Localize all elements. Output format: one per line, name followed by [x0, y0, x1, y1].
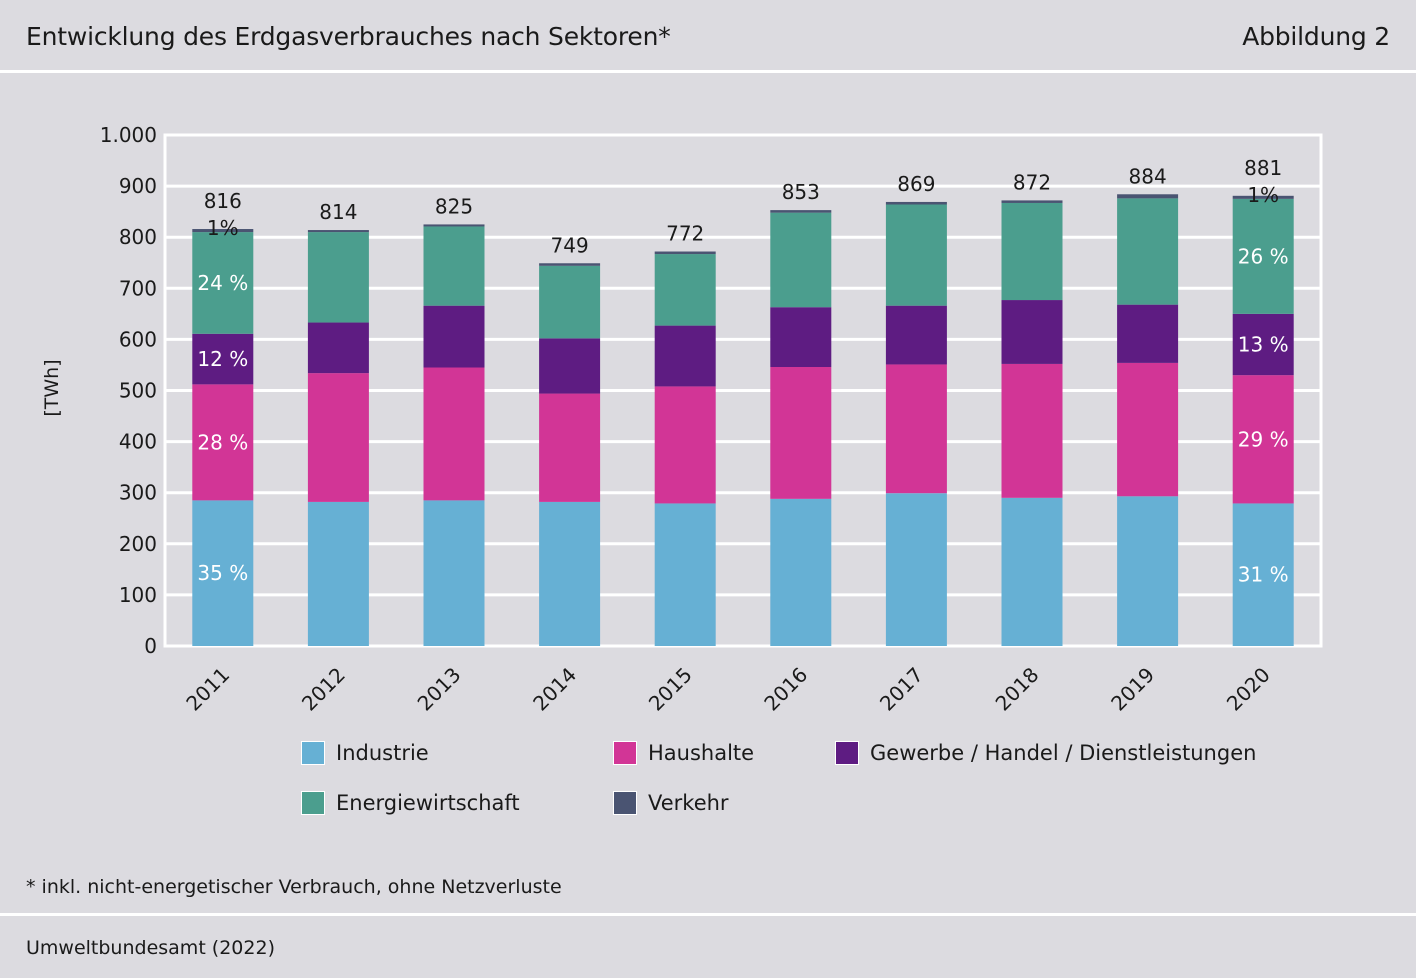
- bar-gewerbe-2014: [539, 338, 601, 394]
- total-label: 872: [1013, 170, 1051, 194]
- bar-energie-2018: [1001, 202, 1063, 301]
- bar-haushalte-2018: [1001, 363, 1063, 498]
- bar-industrie-2016: [770, 498, 832, 646]
- y-tick-label: 200: [119, 532, 157, 556]
- bar-energie-2014: [539, 265, 601, 339]
- percent-label: 1%: [1247, 183, 1279, 207]
- bar-gewerbe-2016: [770, 307, 832, 367]
- bar-energie-2012: [307, 232, 369, 323]
- percent-label: 1%: [207, 216, 239, 240]
- bar-gewerbe-2017: [885, 305, 947, 365]
- x-tick-label: 2017: [875, 663, 928, 716]
- percent-label: 26 %: [1238, 244, 1289, 268]
- bar-energie-2013: [423, 226, 485, 306]
- bar-verkehr-2019: [1117, 194, 1179, 199]
- bar-haushalte-2011: [192, 384, 254, 501]
- bar-haushalte-2016: [770, 366, 832, 499]
- bar-energie-2020: [1232, 198, 1294, 314]
- bar-industrie-2017: [885, 493, 947, 646]
- percent-label: 13 %: [1238, 333, 1289, 357]
- bar-haushalte-2020: [1232, 375, 1294, 504]
- bar-verkehr-2018: [1001, 200, 1063, 203]
- bar-industrie-2011: [192, 500, 254, 646]
- bar-gewerbe-2012: [307, 322, 369, 374]
- x-tick-label: 2014: [528, 663, 581, 716]
- page-title: Entwicklung des Erdgasverbrauches nach S…: [26, 22, 671, 51]
- bar-verkehr-2011: [192, 229, 254, 233]
- bar-haushalte-2013: [423, 367, 485, 501]
- bar-industrie-2015: [654, 503, 716, 646]
- percent-label: 31 %: [1238, 563, 1289, 587]
- bar-energie-2015: [654, 254, 716, 326]
- bar-verkehr-2012: [307, 230, 369, 233]
- y-tick-label: 1.000: [100, 123, 157, 147]
- total-label: 749: [551, 233, 589, 257]
- bar-verkehr-2013: [423, 224, 485, 227]
- bar-industrie-2012: [307, 501, 369, 646]
- y-tick-label: 500: [119, 379, 157, 403]
- x-tick-label: 2015: [644, 663, 697, 716]
- y-tick-label: 900: [119, 174, 157, 198]
- source-note: Umweltbundesamt (2022): [26, 937, 275, 959]
- bar-energie-2011: [192, 232, 254, 334]
- percent-label: 35 %: [197, 561, 248, 585]
- y-tick-label: 700: [119, 276, 157, 300]
- bar-gewerbe-2018: [1001, 300, 1063, 364]
- x-tick-label: 2012: [297, 663, 350, 716]
- total-label: 825: [435, 194, 473, 218]
- bar-gewerbe-2013: [423, 305, 485, 368]
- bar-gewerbe-2019: [1117, 304, 1179, 363]
- bar-industrie-2013: [423, 500, 485, 646]
- bar-haushalte-2019: [1117, 362, 1179, 497]
- x-tick-label: 2016: [759, 663, 812, 716]
- y-tick-label: 100: [119, 583, 157, 607]
- y-axis-label: [TWh]: [41, 359, 63, 416]
- x-tick-label: 2013: [413, 663, 466, 716]
- percent-label: 12 %: [197, 347, 248, 371]
- bar-haushalte-2012: [307, 373, 369, 502]
- x-tick-label: 2011: [181, 663, 234, 716]
- y-tick-label: 800: [119, 225, 157, 249]
- y-tick-label: 600: [119, 327, 157, 351]
- bar-verkehr-2020: [1232, 195, 1294, 199]
- bar-gewerbe-2020: [1232, 313, 1294, 376]
- total-label: 881: [1244, 156, 1282, 180]
- bar-energie-2017: [885, 204, 947, 306]
- bar-haushalte-2014: [539, 393, 601, 502]
- y-tick-label: 0: [144, 634, 157, 658]
- total-label: 772: [666, 222, 704, 246]
- x-tick-label: 2018: [991, 663, 1044, 716]
- bar-industrie-2014: [539, 501, 601, 646]
- bar-industrie-2018: [1001, 497, 1063, 646]
- percent-label: 24 %: [197, 271, 248, 295]
- footer-divider: [0, 913, 1416, 916]
- total-label: 869: [897, 172, 935, 196]
- bar-haushalte-2015: [654, 386, 716, 504]
- percent-label: 29 %: [1238, 427, 1289, 451]
- bar-verkehr-2014: [539, 263, 601, 266]
- total-label: 853: [782, 180, 820, 204]
- figure-label: Abbildung 2: [1242, 22, 1390, 51]
- total-label: 814: [319, 200, 357, 224]
- percent-label: 28 %: [197, 430, 248, 454]
- total-label: 884: [1129, 164, 1167, 188]
- bar-gewerbe-2015: [654, 325, 716, 387]
- bar-verkehr-2016: [770, 210, 832, 213]
- bar-industrie-2020: [1232, 503, 1294, 646]
- footnote: * inkl. nicht-energetischer Verbrauch, o…: [26, 876, 562, 898]
- bar-industrie-2019: [1117, 496, 1179, 646]
- total-label: 816: [204, 189, 242, 213]
- bar-energie-2019: [1117, 198, 1179, 305]
- bar-energie-2016: [770, 212, 832, 308]
- bar-verkehr-2017: [885, 201, 947, 205]
- y-tick-label: 400: [119, 430, 157, 454]
- bar-gewerbe-2011: [192, 333, 254, 385]
- y-tick-label: 300: [119, 481, 157, 505]
- x-tick-label: 2019: [1106, 663, 1159, 716]
- bar-verkehr-2015: [654, 251, 716, 255]
- header-divider: [0, 70, 1416, 73]
- x-tick-label: 2020: [1222, 663, 1275, 716]
- bar-haushalte-2017: [885, 364, 947, 494]
